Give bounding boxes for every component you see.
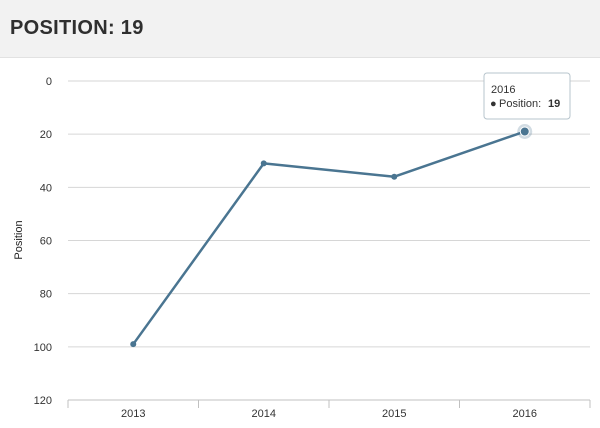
series[interactable] [130,124,533,348]
y-tick-label: 120 [34,395,52,407]
y-tick-label: 20 [40,129,52,141]
x-tick-label: 2013 [121,408,145,420]
grid-lines [68,80,590,348]
series-line [132,130,526,345]
data-point[interactable] [130,341,137,348]
tooltip-bullet-icon: ● [490,98,497,110]
data-point[interactable] [260,160,267,167]
axes: 0 20 40 60 80 100 120 2013 2014 2015 2016 [34,76,591,420]
y-axis-title: Position [13,220,25,259]
y-tick-label: 40 [40,182,52,194]
y-tick-label: 60 [40,236,52,248]
x-tick-label: 2015 [382,408,406,420]
y-tick-label: 80 [40,289,52,301]
data-point[interactable] [391,173,398,180]
chart-header: POSITION: 19 [0,0,600,58]
tooltip-box [483,72,571,120]
tooltip-value: 19 [548,98,560,110]
data-point[interactable] [519,126,530,137]
x-tick-label: 2014 [252,408,276,420]
tooltip-label: Position: [499,98,541,110]
page-title: POSITION: 19 [10,17,144,39]
tooltip: 2016 ● Position: 19 [483,72,571,120]
x-tick-label: 2016 [513,408,537,420]
y-tick-label: 100 [34,342,52,354]
tooltip-title: 2016 [491,84,515,96]
y-tick-label: 0 [46,76,52,88]
